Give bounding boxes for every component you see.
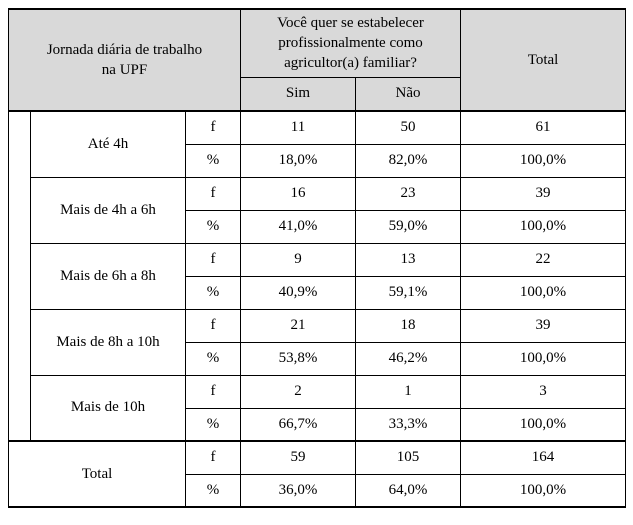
header-row-sub: Sim Não: [9, 76, 626, 112]
stat-label-f: f: [185, 176, 241, 211]
stat-label-f: f: [185, 110, 241, 145]
cell-f-total: 164: [460, 440, 627, 475]
cell-pct-sim: 36,0%: [240, 473, 356, 508]
cell-pct-nao: 59,1%: [354, 275, 462, 310]
stat-label-pct: %: [185, 407, 241, 442]
group-label: Mais de 6h a 8h: [30, 242, 186, 310]
cell-f-total: 39: [460, 308, 627, 343]
table-row: Mais de 4h a 6h f 16 23 39: [9, 176, 627, 244]
table-row: % 53,8% 46,2% 100,0%: [9, 341, 627, 376]
table-row: Mais de 10h f 2 1 3: [9, 374, 627, 442]
stat-label-pct: %: [185, 341, 241, 376]
group-label: Mais de 4h a 6h: [30, 176, 186, 244]
header-sim: Sim: [240, 76, 356, 112]
stat-label-f: f: [185, 242, 241, 277]
cell-f-nao: 18: [354, 308, 462, 343]
cell-f-nao: 105: [354, 440, 462, 475]
group-label: Mais de 8h a 10h: [30, 308, 186, 376]
cell-pct-nao: 59,0%: [354, 209, 462, 244]
cell-f-sim: 11: [240, 110, 356, 145]
cell-f-nao: 23: [354, 176, 462, 211]
cell-pct-total: 100,0%: [460, 407, 627, 442]
cell-f-sim: 2: [240, 374, 356, 409]
group-label: Mais de 10h: [30, 374, 186, 442]
cell-pct-total: 100,0%: [460, 143, 627, 178]
table-body: Até 4h f 11 50 61 % 18,0% 82,0% 100,0% M…: [8, 110, 627, 508]
table-row: Mais de 6h a 8h f 9 13 22: [9, 242, 627, 310]
cell-pct-sim: 18,0%: [240, 143, 356, 178]
cell-f-total: 3: [460, 374, 627, 409]
total-label: Total: [8, 440, 186, 508]
spacer-cell: [8, 110, 31, 442]
cell-f-nao: 50: [354, 110, 462, 145]
cell-pct-sim: 40,9%: [240, 275, 356, 310]
cell-f-total: 61: [460, 110, 627, 145]
cell-pct-nao: 46,2%: [354, 341, 462, 376]
header-total: Total: [460, 8, 627, 112]
cell-pct-sim: 53,8%: [240, 341, 356, 376]
header-row-dimension: Jornada diária de trabalho na UPF: [8, 8, 241, 112]
table-row: % 66,7% 33,3% 100,0%: [9, 407, 627, 442]
cell-f-total: 39: [460, 176, 627, 211]
cell-pct-sim: 66,7%: [240, 407, 356, 442]
cell-pct-nao: 82,0%: [354, 143, 462, 178]
cell-pct-total: 100,0%: [460, 341, 627, 376]
stat-label-pct: %: [185, 209, 241, 244]
header-question: Você quer se estabelecer profissionalmen…: [239, 8, 462, 78]
table-row-total: Total f 59 105 164: [8, 440, 627, 508]
cell-pct-total: 100,0%: [460, 275, 627, 310]
stat-label-pct: %: [185, 473, 241, 508]
header-row-main: Jornada diária de trabalho na UPF Você q…: [8, 8, 627, 112]
stat-label-f: f: [185, 440, 241, 475]
header-nao: Não: [354, 76, 462, 112]
cell-f-sim: 21: [240, 308, 356, 343]
table-row: Mais de 8h a 10h f 21 18 39: [9, 308, 627, 376]
table-row: % 40,9% 59,1% 100,0%: [9, 275, 627, 310]
stat-label-pct: %: [185, 275, 241, 310]
stat-label-f: f: [185, 374, 241, 409]
table-row: % 41,0% 59,0% 100,0%: [9, 209, 627, 244]
table-row: % 18,0% 82,0% 100,0%: [9, 143, 627, 178]
cell-f-sim: 16: [240, 176, 356, 211]
table-header: Jornada diária de trabalho na UPF Você q…: [8, 8, 627, 112]
cell-pct-total: 100,0%: [460, 473, 627, 508]
cell-f-nao: 13: [354, 242, 462, 277]
crosstab-table: Jornada diária de trabalho na UPF Você q…: [8, 8, 627, 508]
cell-pct-sim: 41,0%: [240, 209, 356, 244]
cell-f-sim: 9: [240, 242, 356, 277]
cell-f-nao: 1: [354, 374, 462, 409]
cell-f-total: 22: [460, 242, 627, 277]
stat-label-f: f: [185, 308, 241, 343]
stat-label-pct: %: [185, 143, 241, 178]
table-row-total: % 36,0% 64,0% 100,0%: [9, 473, 627, 508]
group-label: Até 4h: [30, 110, 186, 178]
cell-f-sim: 59: [240, 440, 356, 475]
cell-pct-nao: 33,3%: [354, 407, 462, 442]
cell-pct-nao: 64,0%: [354, 473, 462, 508]
cell-pct-total: 100,0%: [460, 209, 627, 244]
table-row: Até 4h f 11 50 61: [8, 110, 627, 442]
